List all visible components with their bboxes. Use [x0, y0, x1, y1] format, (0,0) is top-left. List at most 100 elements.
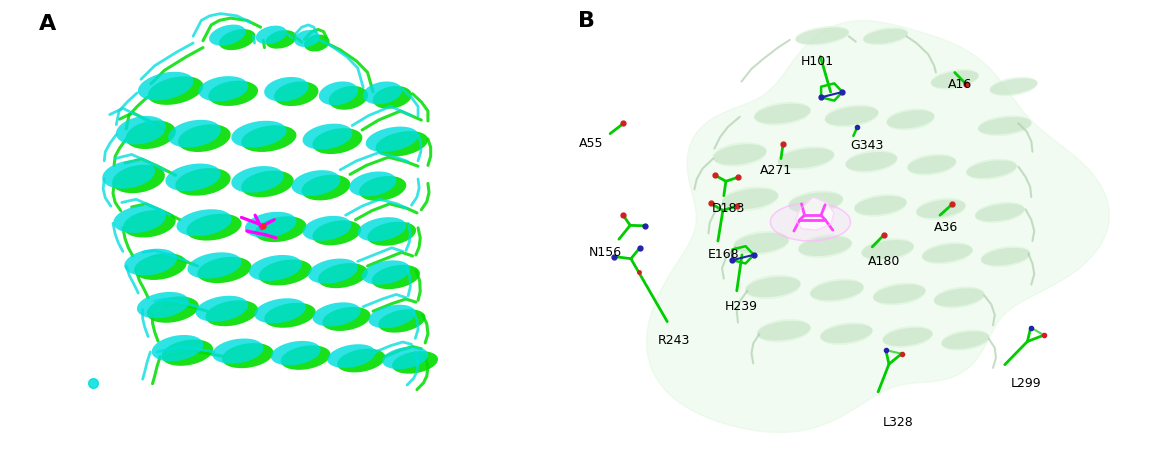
Ellipse shape	[825, 106, 878, 125]
Ellipse shape	[778, 148, 834, 168]
Ellipse shape	[112, 165, 165, 193]
Ellipse shape	[222, 343, 274, 368]
Ellipse shape	[908, 155, 956, 174]
Ellipse shape	[379, 309, 425, 333]
Ellipse shape	[758, 321, 811, 341]
Ellipse shape	[862, 240, 914, 259]
Text: A271: A271	[760, 164, 792, 177]
Ellipse shape	[863, 28, 908, 45]
Ellipse shape	[264, 303, 315, 328]
Ellipse shape	[941, 331, 989, 349]
Ellipse shape	[327, 344, 375, 368]
Ellipse shape	[855, 196, 907, 215]
Ellipse shape	[213, 338, 263, 364]
Ellipse shape	[291, 170, 341, 196]
Ellipse shape	[798, 236, 851, 256]
Ellipse shape	[811, 279, 864, 302]
Ellipse shape	[978, 117, 1031, 135]
Ellipse shape	[758, 319, 811, 342]
Ellipse shape	[151, 335, 203, 361]
Ellipse shape	[745, 275, 800, 299]
Ellipse shape	[722, 187, 778, 211]
Ellipse shape	[113, 206, 166, 233]
Ellipse shape	[789, 191, 843, 214]
Ellipse shape	[362, 260, 410, 284]
Ellipse shape	[777, 147, 834, 169]
Ellipse shape	[358, 217, 407, 241]
Ellipse shape	[245, 212, 297, 237]
Text: L328: L328	[882, 416, 914, 429]
Ellipse shape	[366, 126, 418, 152]
Ellipse shape	[941, 330, 989, 350]
Ellipse shape	[908, 154, 956, 175]
Ellipse shape	[274, 82, 319, 106]
Ellipse shape	[313, 128, 363, 154]
Ellipse shape	[713, 144, 766, 165]
Ellipse shape	[975, 202, 1024, 222]
Text: D183: D183	[711, 202, 745, 216]
Ellipse shape	[916, 200, 966, 218]
Ellipse shape	[308, 259, 358, 284]
Ellipse shape	[187, 252, 241, 279]
Ellipse shape	[922, 244, 973, 262]
Ellipse shape	[208, 81, 258, 106]
Ellipse shape	[178, 124, 231, 152]
Ellipse shape	[862, 239, 914, 260]
Text: N156: N156	[588, 246, 621, 259]
Ellipse shape	[798, 235, 851, 258]
Ellipse shape	[231, 121, 286, 147]
Text: G343: G343	[850, 139, 884, 152]
Ellipse shape	[873, 283, 925, 305]
Ellipse shape	[281, 346, 330, 370]
Ellipse shape	[363, 82, 402, 104]
Ellipse shape	[845, 150, 897, 173]
Ellipse shape	[978, 116, 1031, 136]
Ellipse shape	[254, 298, 306, 323]
Ellipse shape	[887, 110, 934, 129]
Ellipse shape	[375, 131, 429, 157]
Ellipse shape	[231, 166, 284, 193]
Ellipse shape	[266, 30, 297, 48]
Ellipse shape	[931, 71, 978, 88]
Ellipse shape	[304, 34, 329, 52]
Ellipse shape	[199, 76, 248, 101]
Ellipse shape	[301, 175, 350, 200]
Text: A: A	[38, 14, 55, 34]
Ellipse shape	[934, 288, 984, 307]
Ellipse shape	[873, 284, 925, 304]
Ellipse shape	[367, 222, 416, 246]
Text: A36: A36	[934, 221, 959, 234]
Ellipse shape	[733, 231, 789, 255]
Text: E168: E168	[707, 248, 739, 261]
Ellipse shape	[722, 188, 778, 209]
Ellipse shape	[382, 347, 429, 369]
Ellipse shape	[206, 300, 258, 326]
Ellipse shape	[255, 26, 286, 44]
Ellipse shape	[882, 326, 932, 347]
Ellipse shape	[248, 255, 301, 281]
Text: A180: A180	[867, 255, 900, 268]
Ellipse shape	[147, 296, 199, 323]
Ellipse shape	[967, 160, 1016, 178]
Ellipse shape	[981, 248, 1030, 265]
Text: H239: H239	[725, 300, 758, 313]
Ellipse shape	[126, 120, 176, 149]
Ellipse shape	[990, 77, 1037, 96]
Ellipse shape	[169, 120, 221, 148]
Ellipse shape	[176, 168, 231, 196]
Ellipse shape	[349, 172, 396, 196]
Ellipse shape	[392, 351, 438, 374]
Ellipse shape	[295, 30, 320, 47]
Ellipse shape	[259, 260, 312, 285]
Ellipse shape	[733, 233, 789, 253]
Ellipse shape	[241, 125, 297, 152]
Ellipse shape	[313, 302, 360, 327]
Ellipse shape	[255, 217, 306, 242]
Ellipse shape	[845, 152, 897, 171]
Ellipse shape	[322, 307, 371, 331]
Text: R243: R243	[657, 334, 690, 347]
Polygon shape	[796, 197, 834, 230]
Ellipse shape	[745, 277, 800, 297]
Text: H101: H101	[800, 55, 834, 68]
Ellipse shape	[264, 77, 308, 101]
